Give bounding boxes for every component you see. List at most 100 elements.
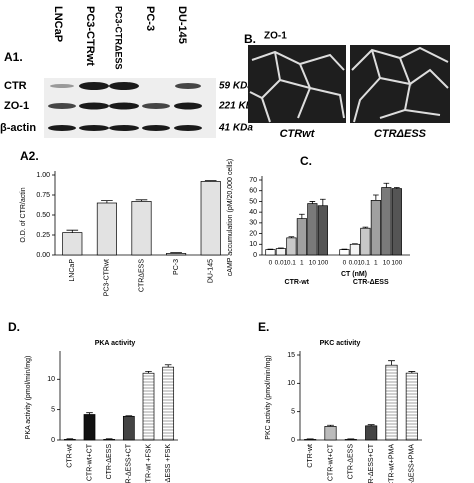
bar [360,227,371,256]
x-tick-label: CTR-wt+CT [86,443,93,481]
y-tick-label: 20 [249,230,257,237]
x-tick-label: 0.01 [275,260,288,267]
error-bar [267,248,274,250]
error-bar [135,199,148,202]
y-axis-label: cAMP accumulation (pM/20,000 cells) [227,159,234,276]
y-tick-label: 5 [51,406,55,413]
error-bar [66,438,74,440]
x-tick-label: 10 [309,260,317,267]
micrograph-caption: CTRwt [280,128,316,140]
bar [96,202,117,256]
row-label: ZO-1 [4,100,29,112]
error-bar [341,248,348,250]
y-tick-label: 0.00 [36,252,50,259]
bar [344,439,357,441]
x-tick-label: CTR-wt+PMA [388,444,395,483]
x-tick-label: 100 [317,260,328,267]
y-axis-label: O.D. of CTR/actin [20,187,27,242]
y-tick-label: 70 [249,177,257,184]
error-bar [306,438,314,440]
x-tick-label: CTR-wt [307,444,314,468]
bar [131,201,152,256]
x-tick-label: PC3-CTRwt [104,259,111,296]
bar [122,415,135,441]
error-bar [86,412,93,415]
y-tick-label: 0 [291,437,295,444]
x-tick-label: CTR-wt [67,444,74,468]
y-tick-label: 0.25 [36,232,50,239]
error-bar [320,198,326,206]
row-label: β-actin [0,122,36,134]
y-tick-label: 10 [47,376,55,383]
lane-label: DU-145 [176,6,188,44]
y-axis-label: PKC activity (pmol/min/mg) [265,355,272,439]
bar [385,364,398,441]
x-tick-label: CTR-wt +FSK [145,444,152,483]
error-bar [367,424,375,426]
bar [166,253,187,256]
bar [63,439,76,441]
error-bar [383,182,390,188]
size-label: 59 KDa [219,81,253,92]
y-tick-label: 10 [249,241,257,248]
x-tick-label: 0.1 [361,260,370,267]
bar [62,232,83,256]
y-tick-label: 0 [253,252,257,259]
error-bar [394,187,400,189]
y-tick-label: 60 [249,188,257,195]
y-axis-label: PKA activity (pmol/min/mg) [25,356,32,440]
x-tick-label: CTR-ΔESS+PMA [409,444,416,483]
x-tick-label: 1 [374,260,378,267]
bar [286,237,297,256]
bar [317,205,328,256]
panel-label: C. [300,154,312,168]
cell-border [249,50,345,123]
error-bar [164,364,172,368]
row-label: CTR [4,80,27,92]
error-bar [347,438,355,440]
x-tick-label: PC-3 [173,259,180,275]
x-tick-label: CTR-ΔESS +FSK [165,444,172,483]
x-axis-label: CT (nM) [341,271,367,278]
bar [142,372,155,441]
x-tick-label: 10 [383,260,391,267]
y-tick-label: 0.75 [36,192,50,199]
error-bar [352,243,358,245]
lane-label: LNCaP [52,6,64,42]
error-bar [288,236,295,238]
bar [370,200,381,256]
error-bar [145,370,152,374]
size-label: 41 KDa [218,123,253,134]
panel-label: E. [258,320,269,334]
y-tick-label: 30 [249,220,257,227]
x-tick-label: 100 [391,260,402,267]
y-tick-label: 15 [287,352,295,359]
panel-label: A2. [20,149,39,163]
error-bar [373,194,379,201]
error-bar [204,180,217,182]
x-tick-label: CTR-wt+CT [327,443,334,481]
error-bar [408,371,416,374]
bar [265,249,276,256]
group-label: CTR-ΔESS [353,279,389,286]
error-bar [66,229,79,233]
x-tick-label: CTR-ΔESS+CT [368,443,375,483]
size-label: 221 KDa [218,101,259,112]
y-tick-label: 40 [249,209,257,216]
bar [391,188,402,256]
lane-label: PC3-CTRwt [84,6,96,66]
bar [304,439,317,441]
lane-label: PC-3 [144,6,156,31]
bar [296,218,307,256]
stain-label: ZO-1 [264,31,287,42]
bar [324,426,337,441]
y-tick-label: 5 [291,409,295,416]
blot-panel: A1. LNCaP PC3-CTRwt PC3-CTRΔESS PC-3 DU-… [0,6,259,138]
x-tick-label: LNCaP [69,259,76,282]
error-bar [170,252,182,254]
x-tick-label: 0.1 [287,260,296,267]
bar [162,366,175,441]
bar [83,414,96,441]
y-tick-label: 0.50 [36,212,50,219]
